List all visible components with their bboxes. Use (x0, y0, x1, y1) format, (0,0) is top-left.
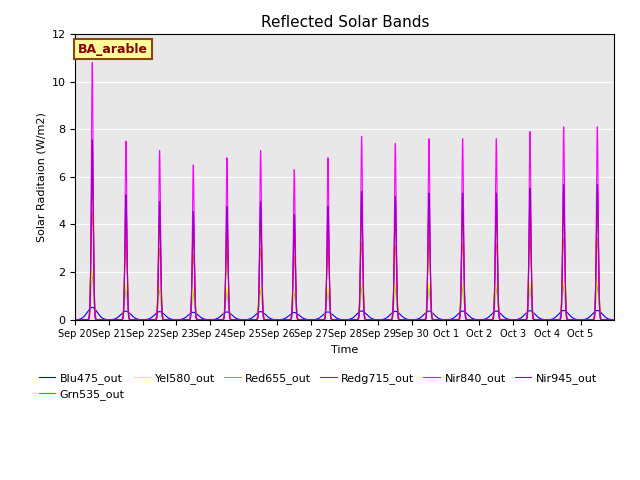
Y-axis label: Solar Raditaion (W/m2): Solar Raditaion (W/m2) (36, 112, 46, 242)
Blu475_out (610, 317, 618, 323)
Redg715_out (610, 317, 618, 323)
Nir945_out (365, 317, 372, 323)
Redg715_out (394, 305, 401, 311)
Red655_out (533, 317, 541, 323)
Blu475_out (274, 317, 282, 323)
X-axis label: Time: Time (331, 345, 358, 355)
Nir840_out (519, 317, 527, 323)
Nir840_out (493, 142, 500, 147)
Yel580_out (183, 317, 191, 323)
Nir945_out (88, 137, 96, 143)
Blu475_out (365, 313, 372, 319)
Redg715_out (72, 317, 79, 323)
Blu475_out (533, 313, 541, 319)
Line: Red655_out: Red655_out (76, 212, 614, 320)
Nir945_out (493, 193, 500, 199)
Blu475_out (72, 317, 79, 323)
Grn535_out (493, 285, 500, 290)
Grn535_out (88, 271, 96, 276)
Yel580_out (365, 317, 372, 323)
Line: Redg715_out: Redg715_out (76, 166, 614, 320)
Nir840_out (72, 317, 79, 323)
Red655_out (274, 317, 282, 323)
Yel580_out (493, 281, 500, 287)
Text: BA_arable: BA_arable (78, 43, 148, 56)
Nir945_out (72, 317, 79, 323)
Yel580_out (519, 317, 527, 323)
Nir840_out (394, 311, 401, 316)
Redg715_out (365, 317, 372, 323)
Line: Nir945_out: Nir945_out (76, 140, 614, 320)
Nir945_out (274, 317, 282, 323)
Nir840_out (365, 317, 372, 323)
Redg715_out (493, 211, 500, 216)
Redg715_out (274, 317, 282, 323)
Grn535_out (610, 317, 618, 323)
Nir840_out (274, 317, 282, 323)
Grn535_out (72, 317, 79, 323)
Red655_out (88, 209, 96, 215)
Yel580_out (610, 317, 618, 323)
Red655_out (72, 317, 79, 323)
Line: Grn535_out: Grn535_out (76, 274, 614, 320)
Nir945_out (533, 317, 541, 323)
Redg715_out (88, 163, 96, 168)
Red655_out (394, 302, 401, 308)
Red655_out (610, 317, 618, 323)
Red655_out (365, 317, 372, 323)
Blu475_out (394, 309, 401, 315)
Nir840_out (183, 317, 191, 323)
Line: Yel580_out: Yel580_out (76, 268, 614, 320)
Yel580_out (274, 317, 282, 323)
Grn535_out (519, 317, 527, 323)
Nir840_out (610, 317, 618, 323)
Redg715_out (183, 317, 191, 323)
Yel580_out (88, 265, 96, 271)
Grn535_out (394, 309, 401, 314)
Redg715_out (533, 317, 541, 323)
Red655_out (493, 242, 500, 248)
Grn535_out (533, 317, 541, 323)
Line: Blu475_out: Blu475_out (76, 307, 614, 320)
Yel580_out (72, 317, 79, 323)
Yel580_out (394, 308, 401, 313)
Nir945_out (610, 317, 618, 323)
Title: Reflected Solar Bands: Reflected Solar Bands (260, 15, 429, 30)
Blu475_out (519, 313, 527, 319)
Nir840_out (533, 317, 541, 323)
Blu475_out (183, 313, 191, 319)
Red655_out (519, 317, 527, 323)
Blu475_out (493, 308, 500, 314)
Yel580_out (533, 317, 541, 323)
Nir840_out (88, 60, 96, 65)
Nir945_out (394, 309, 401, 314)
Nir945_out (183, 317, 191, 323)
Grn535_out (274, 317, 282, 323)
Blu475_out (88, 304, 96, 310)
Nir945_out (519, 317, 527, 323)
Redg715_out (519, 317, 527, 323)
Red655_out (183, 317, 191, 323)
Grn535_out (183, 317, 191, 323)
Legend: Blu475_out, Grn535_out, Yel580_out, Red655_out, Redg715_out, Nir840_out, Nir945_: Blu475_out, Grn535_out, Yel580_out, Red6… (34, 368, 602, 405)
Line: Nir840_out: Nir840_out (76, 62, 614, 320)
Grn535_out (365, 317, 372, 323)
